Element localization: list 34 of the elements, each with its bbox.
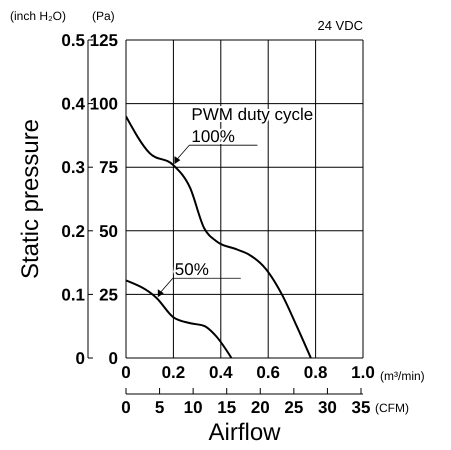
y2-tick-label: 50 [99, 222, 118, 241]
x2-tick-label: 35 [352, 398, 370, 417]
y2-tick-label: 25 [99, 285, 118, 304]
y2-tick-label: 125 [90, 31, 118, 50]
y2-tick-label: 100 [90, 94, 118, 114]
y-tick-label: 0.1 [61, 285, 85, 304]
x-tick-label: 1.0 [351, 363, 375, 382]
x-tick-label: 0.6 [256, 363, 280, 382]
x-tick-label: 0.2 [162, 363, 186, 382]
x-tick-label: 0.8 [304, 363, 328, 382]
y-tick-label: 0.3 [61, 158, 85, 178]
x2-tick-label: 15 [217, 398, 236, 417]
x-tick-label: 0.4 [208, 363, 234, 382]
text: (inch H₂O) [10, 9, 66, 23]
y-tick-label: 0.4 [61, 94, 86, 114]
x2-tick-label: 5 [154, 398, 164, 417]
x2-tick-label: 30 [318, 398, 337, 417]
text: (m³/min) [380, 369, 425, 383]
y-tick-label: 0 [76, 349, 85, 368]
series-label: 50% [174, 260, 209, 280]
x-axis-title: Airflow [208, 419, 282, 446]
y2-axis-title: (Pa) [92, 9, 115, 23]
text: 24 VDC [317, 18, 363, 33]
y-tick-label: 0.5 [61, 31, 85, 50]
y-axis-title: Static pressure [17, 118, 44, 280]
x2-tick-label: 0 [121, 398, 131, 417]
y2-tick-label: 75 [99, 158, 118, 178]
x2-tick-label: 20 [250, 398, 270, 417]
y-tick-label: 0.2 [61, 222, 85, 241]
x2-tick-label: 25 [284, 398, 304, 417]
x2-axis-title: (CFM) [375, 401, 409, 415]
x2-tick-label: 10 [184, 398, 203, 417]
y2-tick-label: 0 [108, 349, 118, 368]
x-tick-label: 0 [121, 363, 131, 382]
